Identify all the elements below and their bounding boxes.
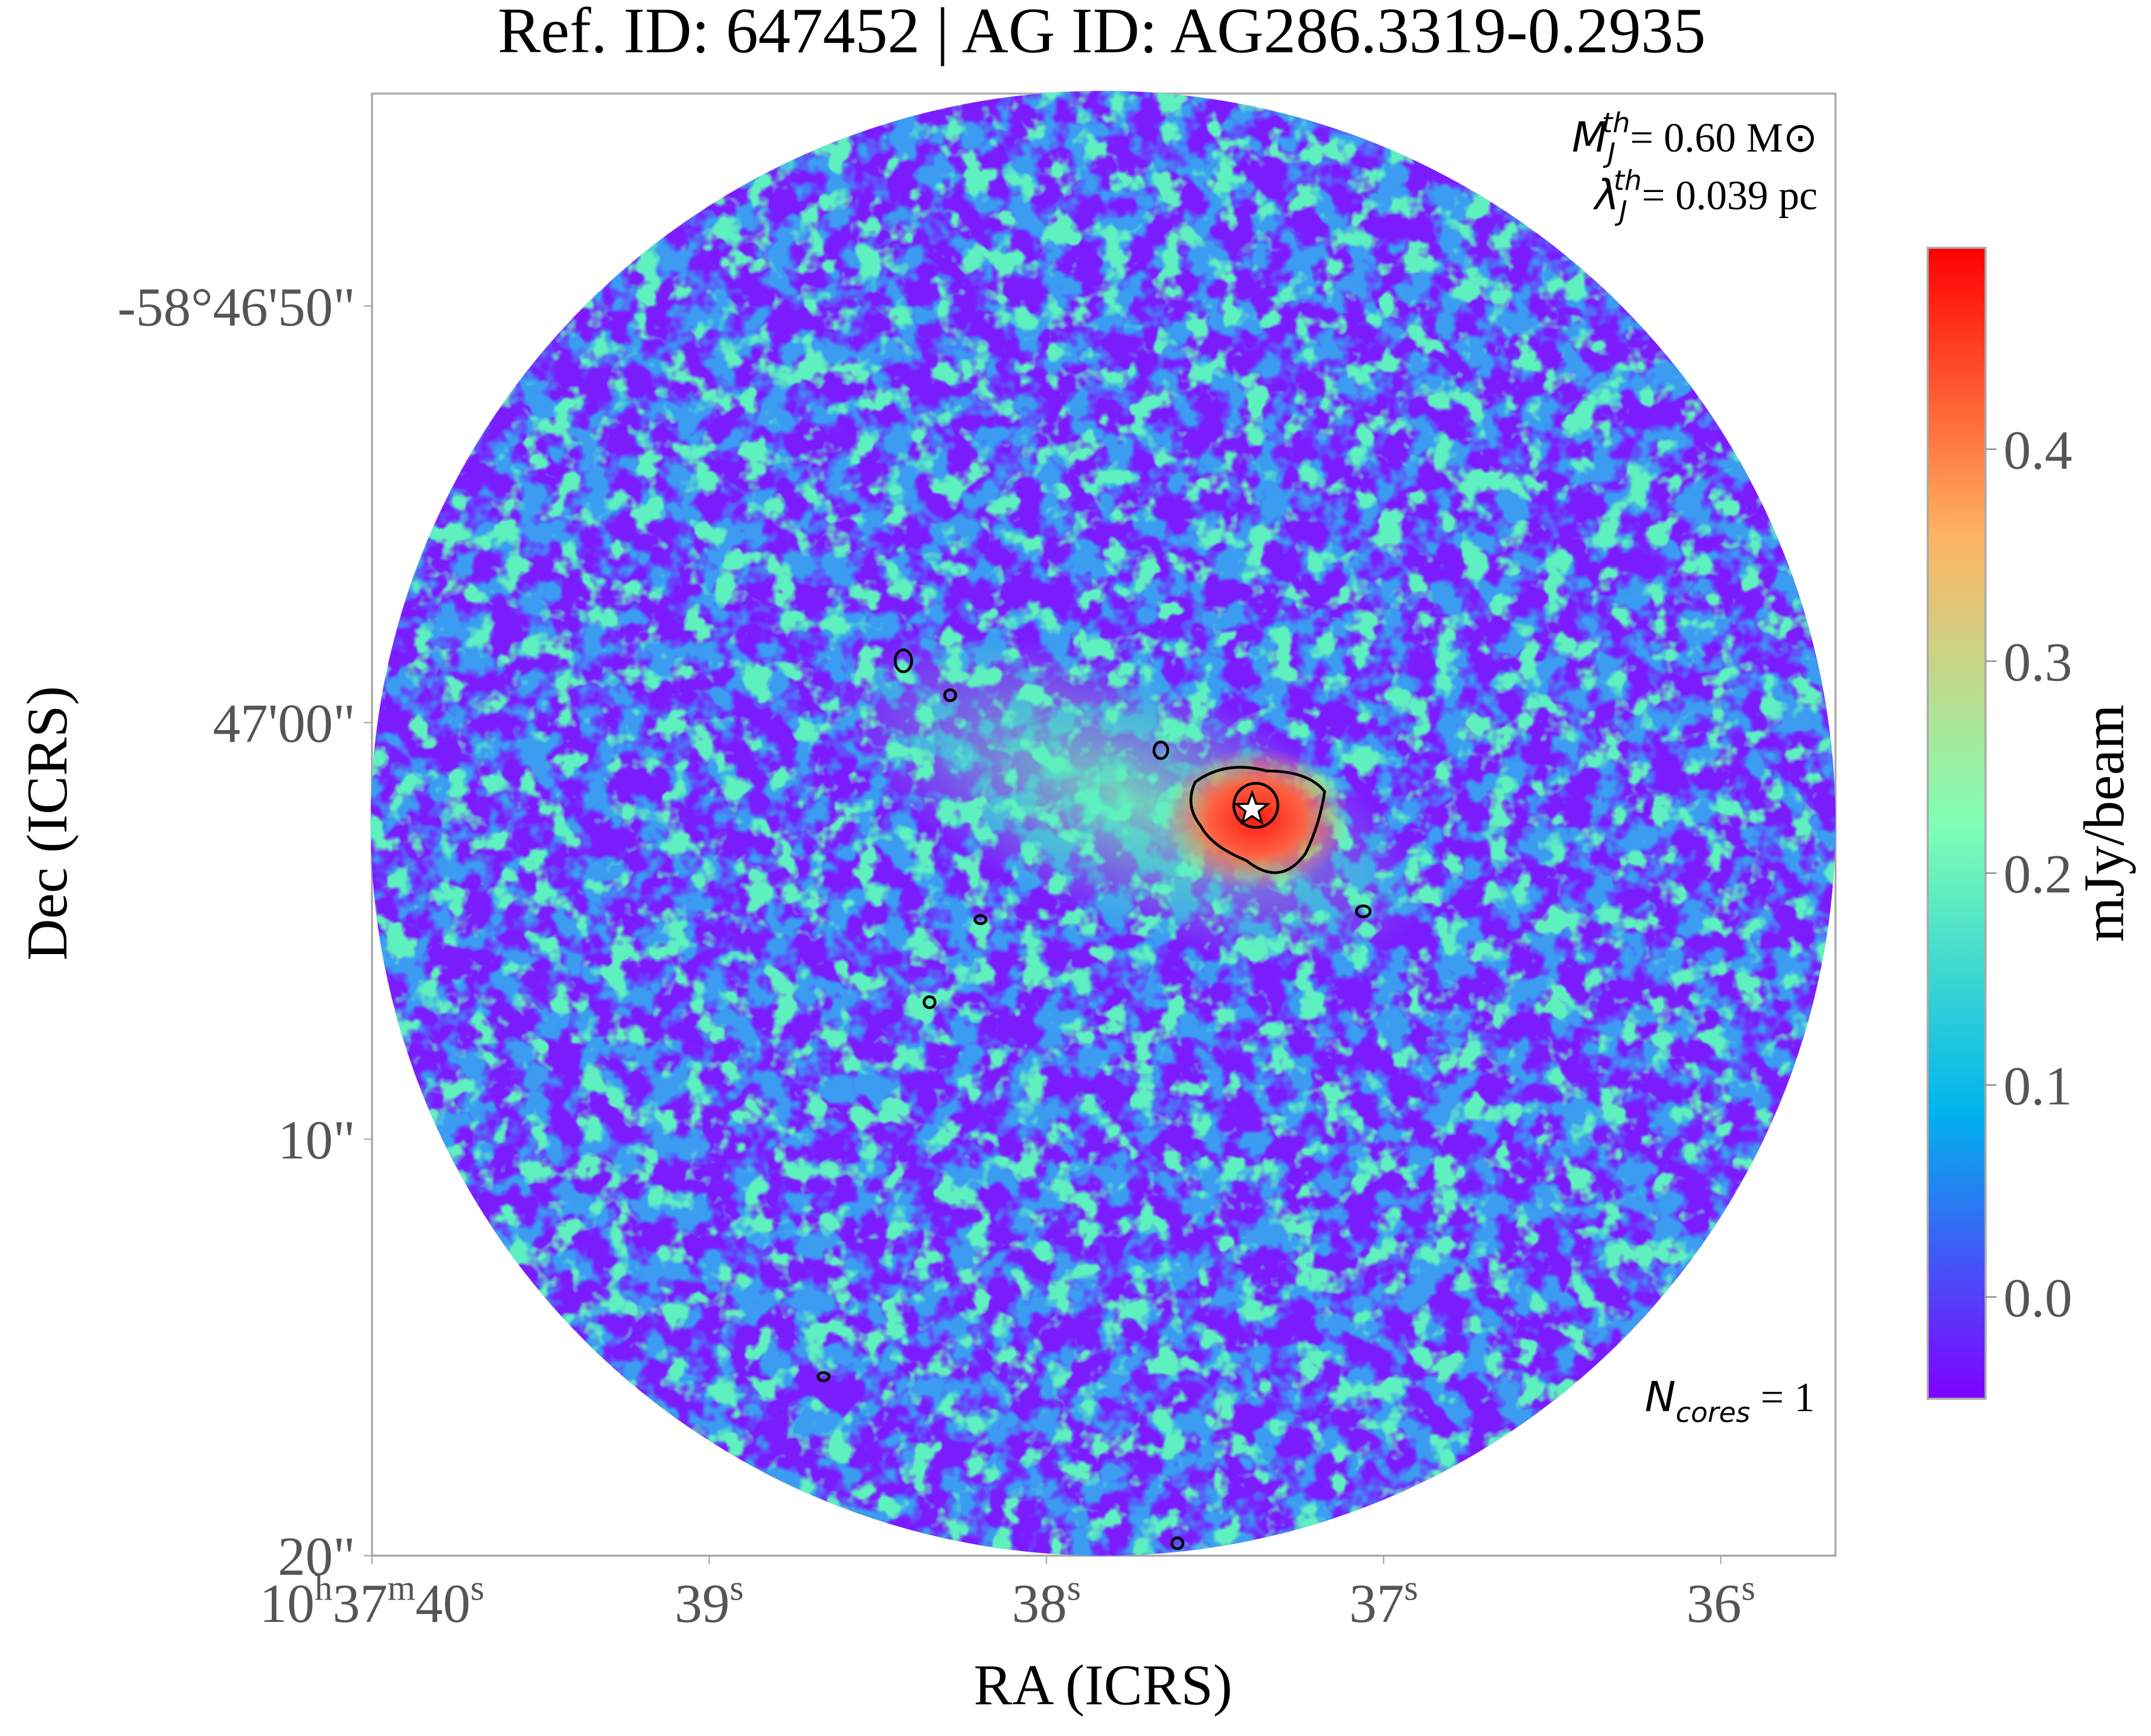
annotation-part: λ [1593, 172, 1619, 220]
annotation-part: th [1614, 165, 1642, 197]
intensity-map [370, 91, 1836, 1556]
chart-title: Ref. ID: 647452 | AG ID: AG286.3319-0.29… [498, 0, 1705, 67]
annotation-part: M [1572, 114, 1608, 162]
y-tick-label: -58°46'50" [118, 277, 356, 338]
x-tick-label: 10h37m40s [260, 1568, 484, 1633]
colorbar [1926, 246, 1987, 1400]
annotation: λJth= 0.039 pc [1593, 165, 1818, 227]
annotation-part: th [1602, 107, 1630, 139]
colorbar-tick-label: 0.2 [2004, 844, 2072, 905]
x-tick-label: 37s [1349, 1568, 1418, 1633]
annotation-part: cores [1676, 1397, 1750, 1429]
annotation-part: = 1 [1750, 1374, 1815, 1420]
y-tick-label: 10" [278, 1109, 355, 1170]
core-marker [1233, 789, 1271, 825]
colorbar-tick-label: 0.4 [2004, 420, 2072, 481]
annotation: MJth= 0.60 M⊙ [1572, 107, 1818, 169]
colorbar-tick-label: 0.0 [2004, 1267, 2072, 1328]
colorbar-label: mJy/beam [2072, 705, 2136, 943]
x-axis-label: RA (ICRS) [973, 1653, 1232, 1717]
colorbar-tick-label: 0.1 [2004, 1055, 2072, 1116]
annotation-part: = 0.039 pc [1642, 173, 1818, 219]
y-tick-label: 20" [278, 1526, 355, 1587]
x-tick-label: 36s [1687, 1568, 1755, 1633]
x-tick-label: 38s [1012, 1568, 1081, 1633]
y-axis-label: Dec (ICRS) [15, 686, 79, 961]
annotation-part: = 0.60 M⊙ [1630, 115, 1818, 161]
colorbar-tick-label: 0.3 [2004, 632, 2072, 693]
annotation-part: N [1645, 1374, 1676, 1421]
y-tick-label: 47'00" [213, 693, 356, 754]
x-tick-label: 39s [675, 1568, 743, 1633]
annotation: Ncores = 1 [1645, 1374, 1815, 1429]
